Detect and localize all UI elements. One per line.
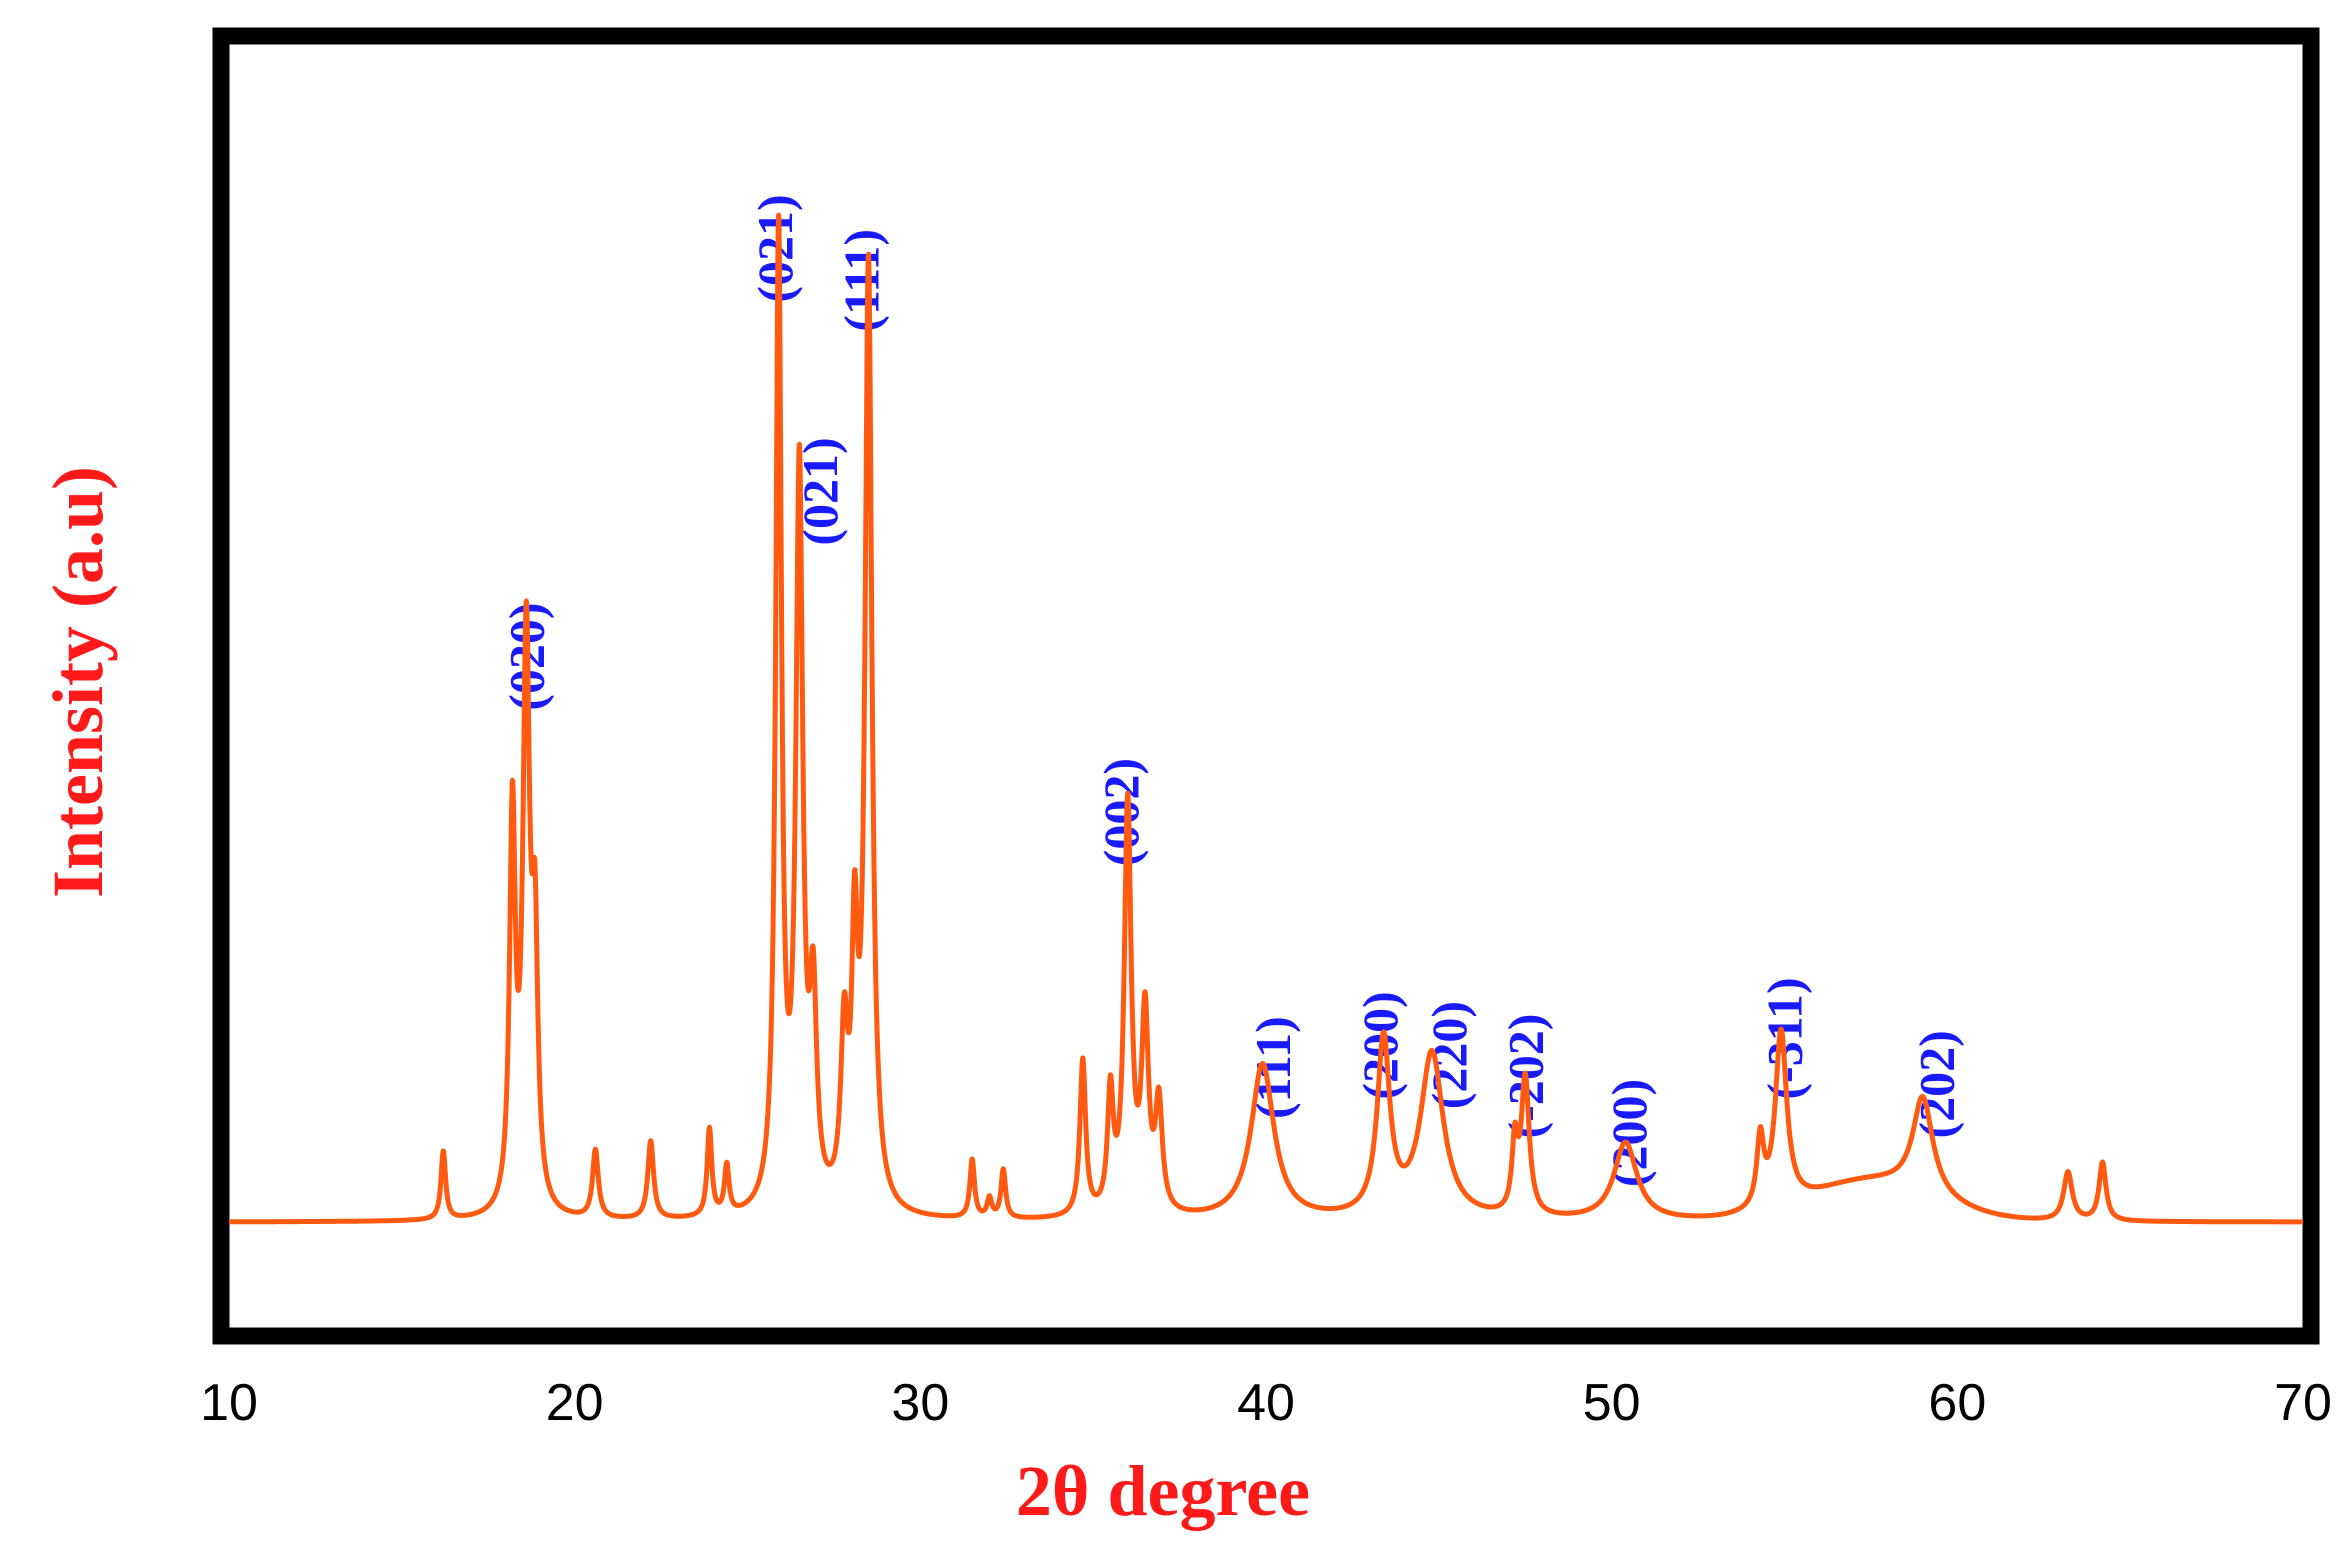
xrd-series-line <box>226 212 2306 1225</box>
peak-label: (111) <box>834 229 890 332</box>
x-tick-labels: 10 20 30 40 50 60 70 <box>200 1374 2332 1432</box>
x-tick-label: 20 <box>546 1374 604 1432</box>
x-tick-label: 40 <box>1237 1374 1295 1432</box>
peak-label: (002) <box>1093 758 1149 866</box>
x-tick-label: 60 <box>1928 1374 1986 1432</box>
x-tick-label: 50 <box>1583 1374 1641 1432</box>
x-axis-title: 2θ degree <box>1016 1451 1310 1531</box>
y-axis-title: Intensity (a.u) <box>38 466 118 898</box>
x-tick-label: 70 <box>2274 1374 2332 1432</box>
x-tick-label: 30 <box>891 1374 949 1432</box>
x-tick-label: 10 <box>200 1374 258 1432</box>
peak-labels: (020)(021)(021)(111)(002)(111) (200) (220)… <box>498 194 1964 1187</box>
plot-frame <box>212 27 2320 1345</box>
peak-label: (200) <box>1601 1079 1657 1187</box>
peak-label: (202) <box>1909 1030 1965 1138</box>
